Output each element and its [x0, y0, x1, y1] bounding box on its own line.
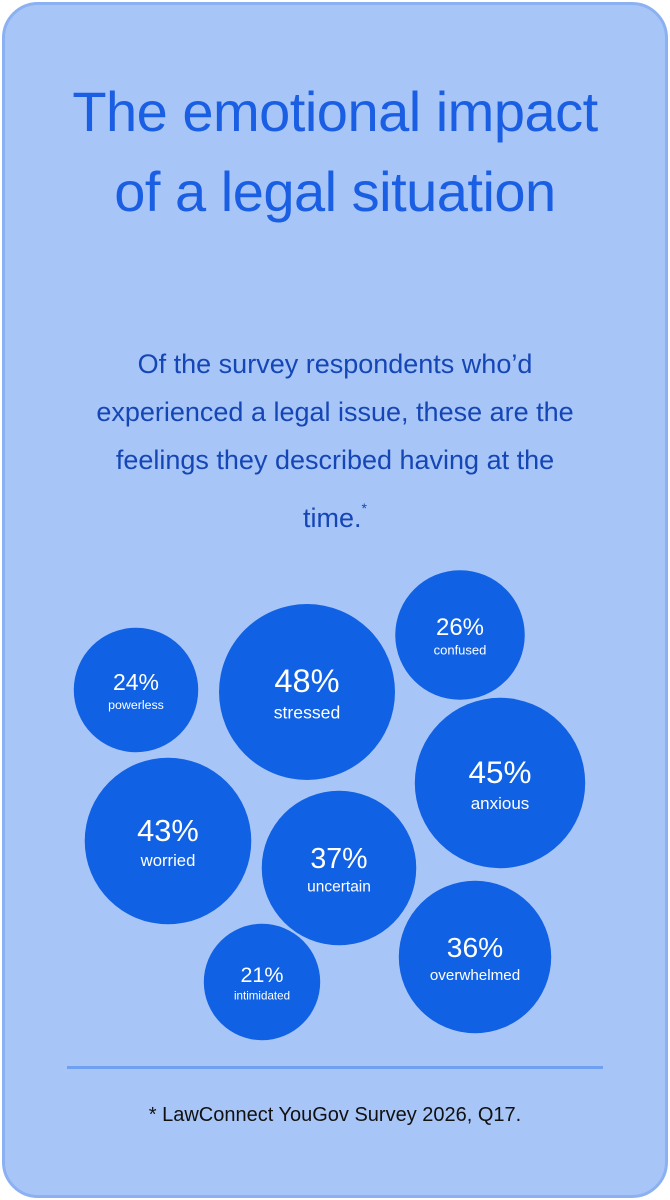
category-label: stressed	[274, 703, 341, 723]
bubble	[219, 604, 395, 780]
value-label: 43%	[137, 813, 199, 848]
bubble	[261, 790, 417, 946]
value-label: 45%	[468, 754, 531, 790]
chart-title: The emotional impact of a legal situatio…	[72, 80, 598, 223]
value-label: 26%	[436, 614, 484, 641]
footnote-marker: *	[361, 500, 367, 516]
category-label: powerless	[108, 698, 164, 712]
bubble	[84, 757, 252, 925]
divider	[67, 1066, 603, 1069]
bubble	[414, 697, 586, 869]
footnote: * LawConnect YouGov Survey 2026, Q17.	[148, 1104, 522, 1126]
bubble	[398, 880, 552, 1034]
subtitle-text: Of the survey respondents who’d experien…	[96, 349, 574, 533]
category-label: uncertain	[307, 878, 371, 895]
category-label: intimidated	[234, 990, 290, 1003]
bubble	[395, 570, 525, 700]
subtitle: Of the survey respondents who’d experien…	[95, 340, 575, 542]
category-label: confused	[434, 643, 487, 658]
bubble	[203, 923, 321, 1041]
category-label: worried	[140, 851, 196, 870]
value-label: 48%	[274, 662, 339, 699]
value-label: 37%	[310, 843, 367, 875]
value-label: 24%	[113, 669, 159, 695]
bubble	[73, 627, 199, 753]
category-label: anxious	[471, 794, 530, 813]
value-label: 21%	[240, 963, 283, 987]
category-label: overwhelmed	[430, 967, 520, 984]
value-label: 36%	[447, 931, 503, 963]
